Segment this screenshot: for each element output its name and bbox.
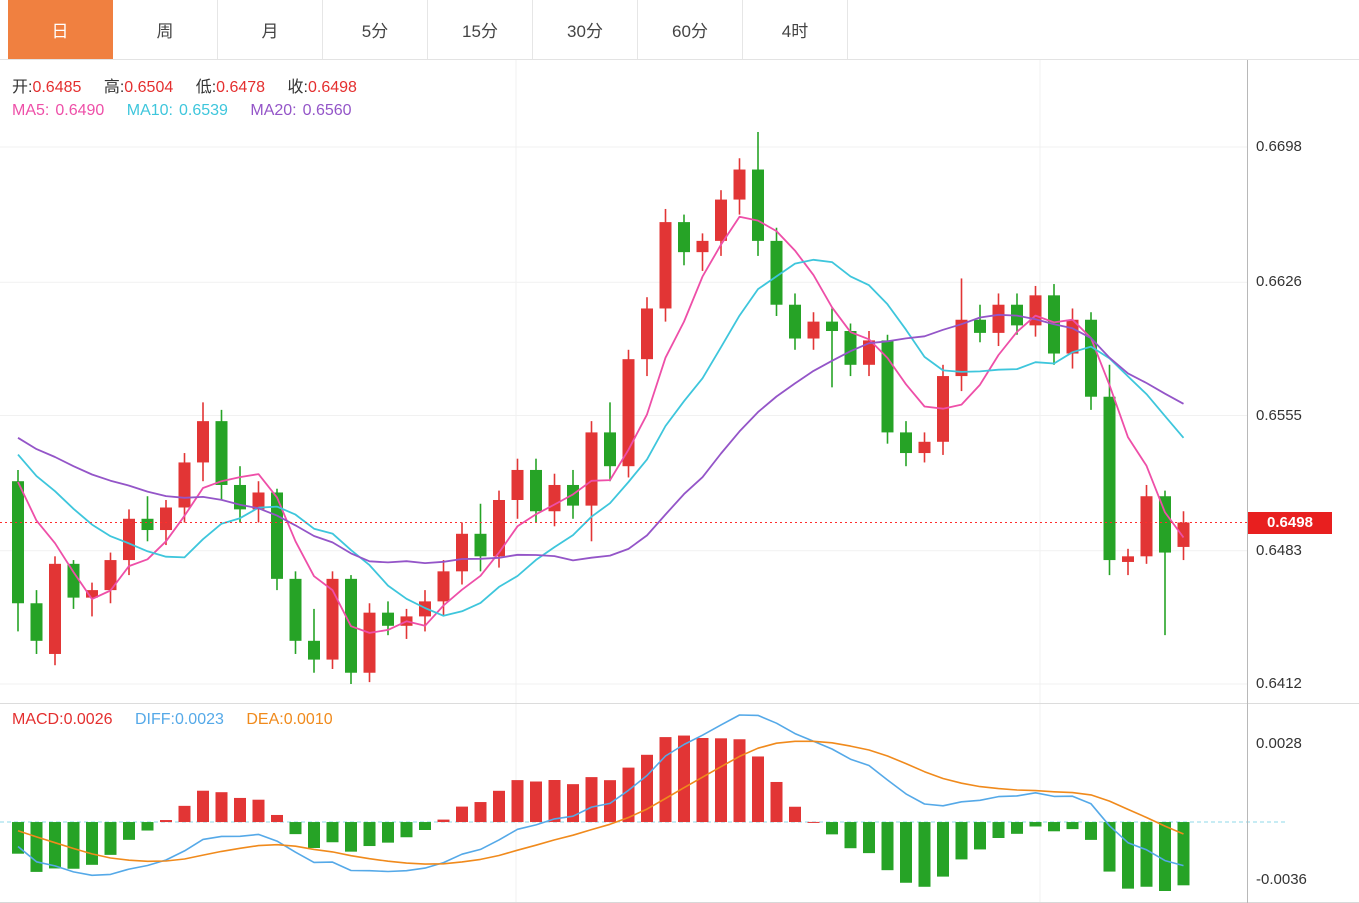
timeframe-tabbar: 日 周 月 5分 15分 30分 60分 4时 bbox=[0, 0, 1359, 60]
price-axis-label: 0.6626 bbox=[1256, 273, 1302, 291]
price-axis-label: 0.6412 bbox=[1256, 675, 1302, 692]
close-label: 收: bbox=[287, 79, 308, 96]
macd-indicator-chart[interactable] bbox=[0, 703, 1359, 903]
diff-value: 0.0023 bbox=[174, 711, 224, 728]
price-axis-label: 0.6698 bbox=[1256, 138, 1302, 155]
candlestick-chart[interactable] bbox=[0, 60, 1359, 703]
ma5-value: 0.6490 bbox=[55, 102, 105, 119]
low-label: 低: bbox=[195, 79, 217, 96]
diff-label: DIFF: bbox=[134, 711, 175, 728]
high-label: 高: bbox=[103, 79, 125, 96]
dea-label: DEA: bbox=[246, 711, 284, 728]
close-value: 0.6498 bbox=[307, 79, 357, 96]
panel-separator bbox=[0, 703, 1359, 704]
macd-value: 0.0026 bbox=[63, 711, 113, 728]
tab-week[interactable]: 周 bbox=[113, 0, 218, 59]
tab-15min[interactable]: 15分 bbox=[428, 0, 533, 59]
tab-day[interactable]: 日 bbox=[8, 0, 113, 59]
open-label: 开: bbox=[12, 79, 33, 96]
tab-4hour[interactable]: 4时 bbox=[743, 0, 848, 59]
ohlc-legend: 开:0.6485 高:0.6504 低:0.6478 收:0.6498 bbox=[12, 73, 375, 97]
ma20-value: 0.6560 bbox=[302, 102, 352, 119]
macd-legend: MACD:0.0026 DIFF:0.0023 DEA:0.0010 bbox=[12, 711, 351, 729]
tab-60min[interactable]: 60分 bbox=[638, 0, 743, 59]
ma10-label: MA10: bbox=[126, 102, 173, 119]
low-value: 0.6478 bbox=[216, 79, 266, 96]
price-axis-line bbox=[1247, 60, 1248, 903]
dea-value: 0.0010 bbox=[283, 711, 333, 728]
tab-30min[interactable]: 30分 bbox=[533, 0, 638, 59]
macd-label: MACD: bbox=[12, 711, 64, 728]
macd-axis-label: -0.0036 bbox=[1256, 871, 1307, 888]
tab-5min[interactable]: 5分 bbox=[323, 0, 428, 59]
price-axis-label: 0.6555 bbox=[1256, 406, 1302, 424]
high-value: 0.6504 bbox=[124, 79, 174, 96]
open-value: 0.6485 bbox=[32, 79, 82, 96]
last-price-tag: 0.6498 bbox=[1248, 511, 1332, 534]
price-axis-label: 0.6483 bbox=[1256, 541, 1302, 559]
ma-legend: MA5: 0.6490 MA10: 0.6539 MA20: 0.6560 bbox=[12, 102, 370, 120]
macd-axis-label: 0.0028 bbox=[1256, 735, 1302, 752]
ma20-label: MA20: bbox=[250, 102, 297, 119]
chart-area: 开:0.6485 高:0.6504 低:0.6478 收:0.6498 MA5:… bbox=[0, 60, 1359, 903]
tab-month[interactable]: 月 bbox=[218, 0, 323, 59]
ma10-value: 0.6539 bbox=[178, 102, 228, 119]
ma5-label: MA5: bbox=[12, 102, 50, 119]
